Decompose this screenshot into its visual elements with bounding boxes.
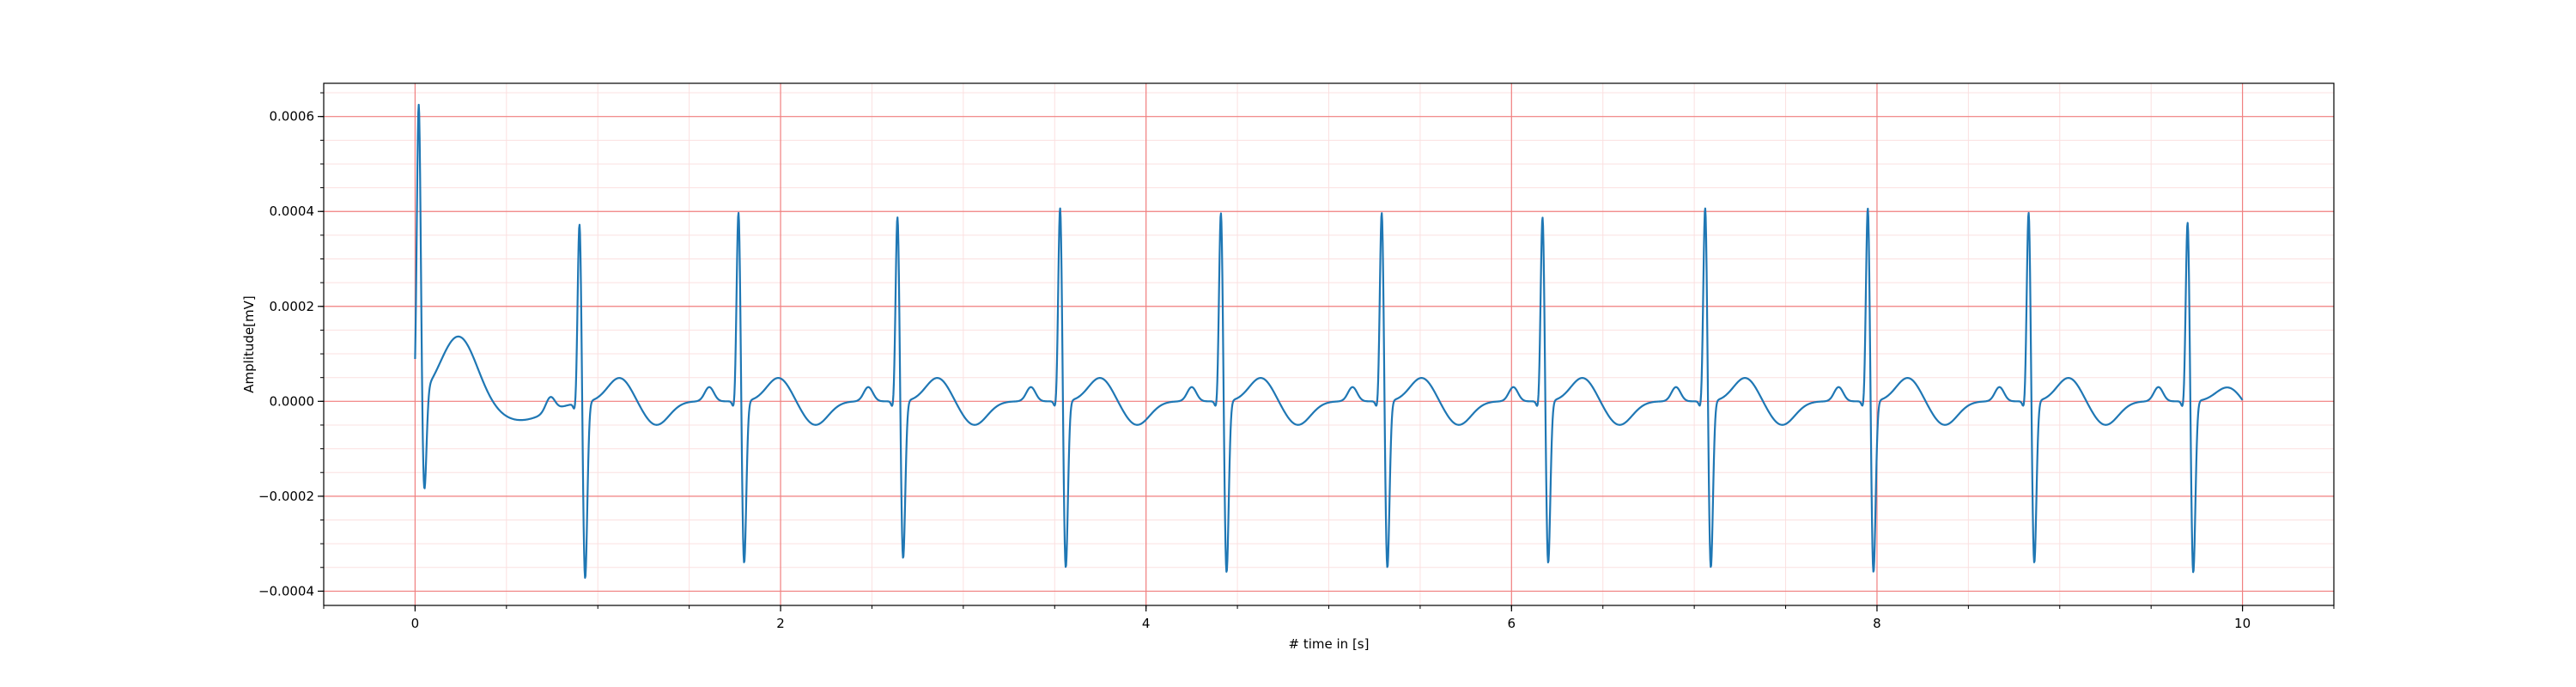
y-axis-ticks: −0.0004 −0.0002 0.0000 0.0002 0.0004 0.0006 <box>258 92 324 599</box>
y-tick-label: 0.0002 <box>270 299 315 314</box>
x-tick-label: 10 <box>2234 616 2251 631</box>
x-tick-label: 8 <box>1873 616 1881 631</box>
ecg-signal-line <box>414 103 2244 579</box>
x-tick-label: 2 <box>776 616 785 631</box>
x-tick-label: 0 <box>411 616 420 631</box>
y-tick-label: 0.0006 <box>270 109 315 125</box>
y-tick-label: 0.0000 <box>270 393 315 409</box>
y-tick-label: 0.0004 <box>270 204 315 219</box>
major-grid <box>324 83 2334 605</box>
y-axis-label: Amplitude[mV] <box>241 295 257 392</box>
x-tick-label: 4 <box>1142 616 1151 631</box>
y-tick-label: −0.0004 <box>258 583 314 599</box>
y-tick-label: −0.0002 <box>258 489 314 504</box>
x-axis-ticks: 0 2 4 6 8 10 <box>323 605 2335 631</box>
x-axis-label: # time in [s] <box>1289 636 1370 652</box>
x-tick-label: 6 <box>1508 616 1516 631</box>
signal-layer <box>414 103 2244 579</box>
